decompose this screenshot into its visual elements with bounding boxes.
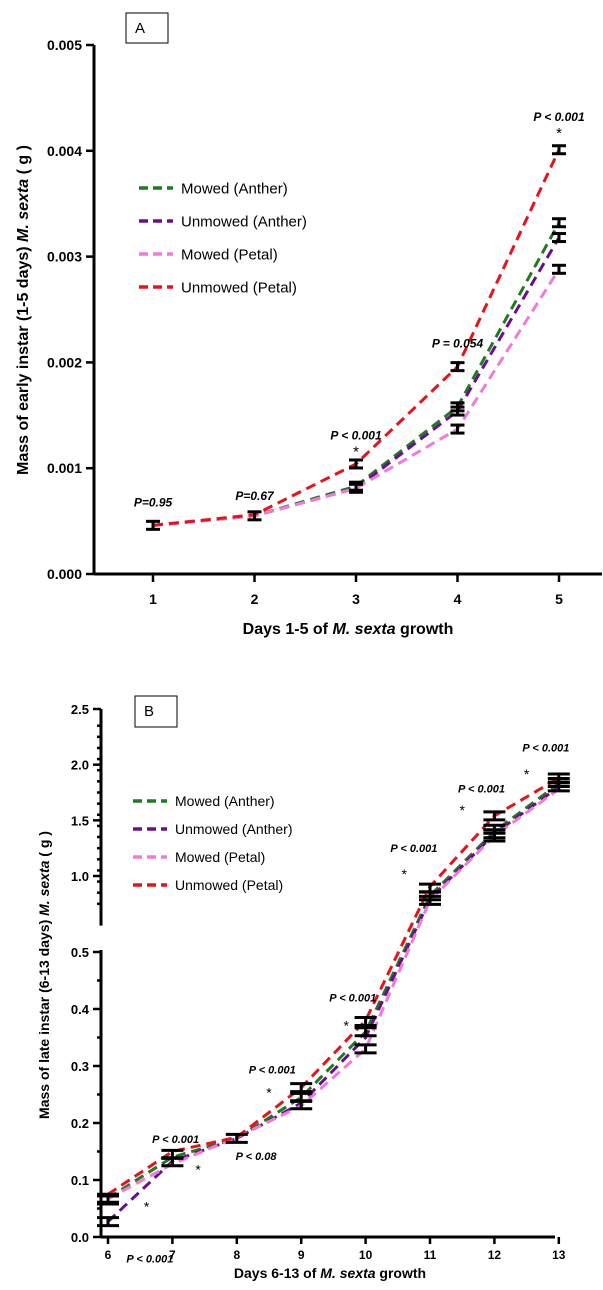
panel-b-label-box: [134, 695, 178, 728]
panel-b-error-bar: [354, 1016, 377, 1028]
panel-b-p-value-annotation: P < 0.001: [126, 1254, 173, 1266]
panel-b-significance-star: *: [459, 802, 465, 818]
panel-a-x-tick-label: 3: [352, 591, 360, 607]
panel-b-error-bar: [225, 1132, 248, 1144]
panel-b-legend-label-unmowed-petal: Unmowed (Petal): [175, 877, 283, 893]
panel-a-x-tick-label: 5: [555, 591, 563, 607]
panel-b-error-bar: [354, 1026, 377, 1038]
panel-a-error-bar: [247, 510, 262, 522]
panel-a-legend-label-mowed-petal: Mowed (Petal): [181, 246, 278, 263]
panel-b-y-tick-label: 2.5: [71, 702, 89, 717]
panel-a-x-tick-label: 4: [454, 591, 462, 607]
panel-a-y-tick-label: 0.005: [47, 37, 82, 53]
panel-b-error-bar: [354, 1043, 377, 1055]
panel-b-error-bar: [483, 810, 506, 822]
panel-b-error-bar: [547, 781, 570, 793]
panel-b-label: B: [144, 703, 154, 720]
panel-b-y-tick-label: 0.3: [71, 1059, 89, 1074]
panel-b-p-value-annotation: P < 0.001: [522, 742, 569, 754]
panel-b-p-value-annotation: P < 0.001: [249, 1064, 296, 1076]
panel-a-y-tick-label: 0.004: [47, 143, 82, 159]
panel-b-significance-star: *: [344, 1018, 350, 1034]
panel-b-significance-star: *: [524, 766, 530, 782]
panel-a-p-value-annotation: P < 0.001: [330, 429, 382, 443]
panel-a-label-box: [125, 12, 169, 44]
panel-a-x-tick-label: 2: [251, 591, 259, 607]
panel-a-p-value-annotation: P = 0.054: [432, 337, 484, 351]
panel-a-chart: 0.000 0.001 0.002 0.003 0.004 0.005 1 2 3 4 5 P=0.9…: [15, 12, 602, 638]
panel-a-y-axis-title: Mass of early instar (1-5 days) M. sexta…: [15, 145, 32, 475]
panel-a-p-value-annotation: P < 0.001: [533, 110, 585, 124]
panel-b-y-tick-label: 0.2: [71, 1116, 89, 1131]
panel-b-error-bar: [161, 1156, 184, 1168]
panel-a-error-bar: [450, 361, 465, 373]
panel-a-series-line-mowed-anther: [152, 222, 561, 527]
panel-a-y-tick-label: 0.003: [47, 249, 82, 265]
panel-b-error-bar: [97, 1194, 119, 1206]
panel-b-y-tick-label: 0.4: [71, 1002, 90, 1017]
panel-b-p-value-annotation: P < 0.001: [458, 784, 505, 796]
panel-a-p-value-annotation: P=0.67: [235, 489, 275, 503]
panel-b-y-tick-label: 0.0: [71, 1230, 89, 1245]
panel-b-p-value-annotation: P < 0.001: [390, 843, 437, 855]
panel-b-legend-label-unmowed-anther: Unmowed (Anther): [175, 821, 293, 837]
panel-a-significance-star: *: [556, 125, 562, 142]
panel-b-x-tick-label: 9: [298, 1248, 305, 1262]
panel-b-x-tick-label: 12: [488, 1248, 502, 1262]
panel-a-p-value-annotation: P=0.95: [134, 495, 173, 509]
panel-b-x-axis-title: Days 6-13 of M. sexta growth: [234, 1265, 426, 1281]
panel-a-error-bar: [349, 458, 363, 470]
panel-b-x-tick-label: 13: [552, 1248, 566, 1262]
panel-a-error-bar: [552, 217, 566, 229]
panel-b-error-bar: [97, 1216, 119, 1228]
panel-b-y-tick-label: 0.1: [71, 1173, 89, 1188]
panel-a-significance-star: *: [353, 444, 359, 461]
panel-b-y-tick-label: 1.5: [71, 813, 89, 828]
panel-b-p-value-annotation: P < 0.001: [152, 1134, 199, 1146]
panel-b-x-tick-label: 8: [233, 1248, 240, 1262]
panel-b-x-tick-label: 11: [424, 1248, 437, 1262]
panel-b-y-axis-title: Mass of late instar (6-13 days) M. sexta…: [36, 831, 52, 1119]
panel-b-significance-star: *: [266, 1084, 272, 1100]
panel-b-legend-label-mowed-anther: Mowed (Anther): [175, 793, 275, 809]
panel-a-error-bar: [552, 232, 566, 244]
panel-a-error-bar: [146, 519, 160, 531]
panel-a-label: A: [135, 20, 145, 37]
panel-b-significance-star: *: [195, 1161, 201, 1177]
panel-b-x-tick-label: 7: [169, 1248, 176, 1262]
panel-a-y-tick-label: 0.002: [47, 354, 82, 370]
panel-b-y-tick-label: 0.5: [71, 945, 89, 960]
panel-a-y-tick-label: 0.000: [47, 566, 82, 582]
panel-a-legend-label-mowed-anther: Mowed (Anther): [181, 180, 288, 197]
panel-b-significance-star: *: [144, 1198, 150, 1214]
panel-a-x-axis-title: Days 1-5 of M. sexta growth: [243, 621, 454, 638]
panel-b-error-bar: [483, 831, 506, 843]
panel-a-error-bar: [552, 144, 566, 156]
panel-b-y-tick-label: 1.0: [71, 869, 89, 884]
panel-b-legend-label-mowed-petal: Mowed (Petal): [175, 849, 265, 865]
panel-a-x-tick-label: 1: [149, 591, 157, 607]
panel-b-error-bar: [290, 1099, 313, 1111]
panel-b-error-bar: [419, 894, 441, 906]
panel-a-error-bar: [450, 423, 465, 435]
panel-b-p-value-annotation: P < 0.001: [329, 993, 376, 1005]
panel-b-y-tick-label: 2.0: [71, 758, 89, 773]
panel-b-error-bar: [290, 1082, 313, 1094]
panel-b-series-line-mowed-anther: [107, 782, 560, 1200]
panel-b-significance-star: *: [402, 866, 408, 882]
panel-a-error-bar: [552, 263, 566, 275]
panel-a-legend-label-unmowed-petal: Unmowed (Petal): [181, 279, 297, 296]
panel-a-error-bar: [349, 482, 363, 494]
panel-b-x-tick-label: 10: [359, 1248, 373, 1262]
panel-a-legend-label-unmowed-anther: Unmowed (Anther): [181, 213, 307, 230]
panel-a-error-bar: [450, 405, 465, 417]
panel-a-y-tick-label: 0.001: [47, 460, 82, 476]
panel-b-p-value-annotation: P < 0.08: [236, 1151, 278, 1163]
panel-b-chart: 0.0 0.1 0.2 0.3 0.4 0.5 1.0 1.5 2.0 2.5 6 7 8 9 10 11 12…: [36, 695, 570, 1281]
panel-b-x-tick-label: 6: [105, 1248, 112, 1262]
